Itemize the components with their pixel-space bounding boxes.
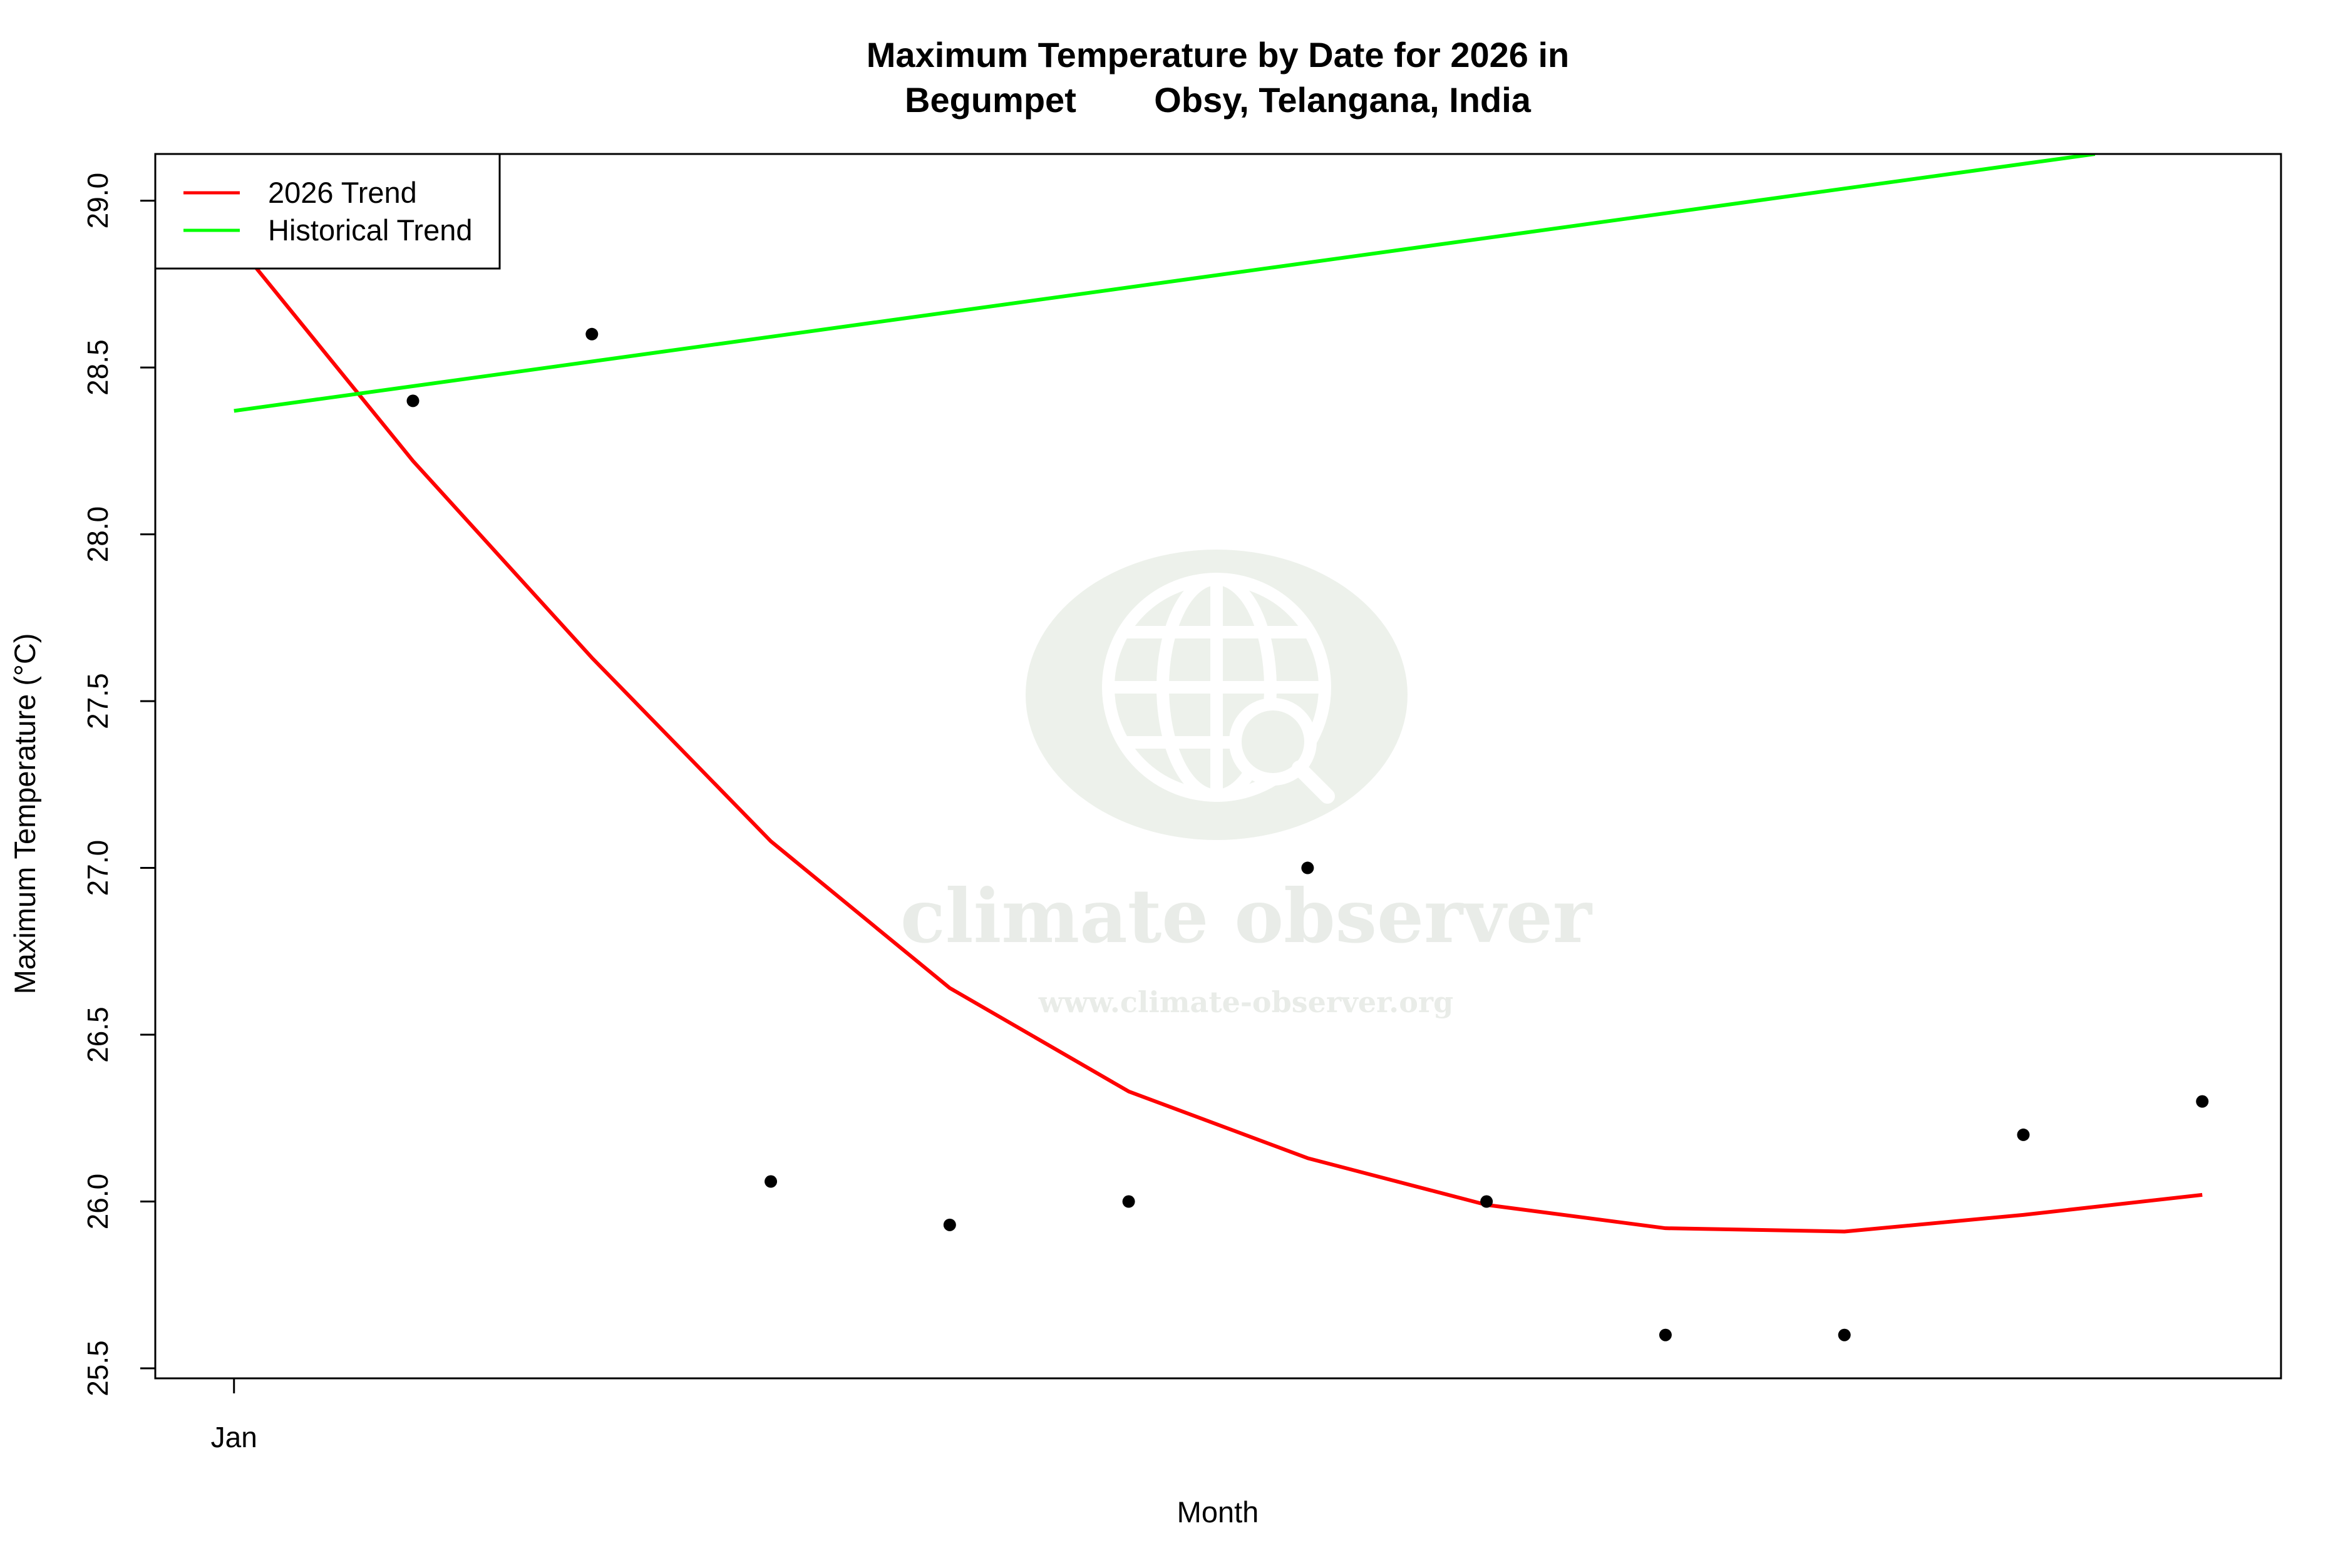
chart-title-line-2: Begumpet Obsy, Telangana, India	[905, 80, 1532, 120]
data-point	[1301, 861, 1314, 874]
watermark-name: climate observer	[900, 873, 1593, 960]
y-tick-label: 27.5	[81, 673, 114, 729]
data-point	[1480, 1195, 1493, 1208]
globe-search-icon	[1026, 550, 1408, 840]
data-point	[585, 327, 599, 341]
chart-title-line-1: Maximum Temperature by Date for 2026 in	[867, 35, 1569, 74]
watermark-url: www.climate-observer.org	[1038, 985, 1454, 1019]
legend-label-2026-trend: 2026 Trend	[268, 176, 417, 209]
data-point	[943, 1218, 956, 1231]
data-points	[406, 327, 2209, 1341]
y-tick-label: 25.5	[81, 1340, 114, 1396]
y-tick-label: 29.0	[81, 173, 114, 229]
data-point	[1122, 1195, 1135, 1208]
plot-frame	[154, 153, 2282, 1380]
data-point	[406, 394, 420, 407]
legend: 2026 Trend Historical Trend	[154, 153, 501, 270]
y-tick-label: 27.0	[81, 840, 114, 896]
y-tick-label: 26.0	[81, 1174, 114, 1230]
watermark: climate observer www.climate-observer.or…	[900, 550, 1593, 1019]
data-point	[2196, 1095, 2209, 1108]
x-axis-label: Month	[1177, 1495, 1259, 1529]
data-point	[1838, 1328, 1851, 1341]
y-tick-label: 26.5	[81, 1007, 114, 1063]
axes: 25.5 26.0 26.5 27.0 27.5 28.0 28.5 29.0 Jan	[81, 173, 257, 1453]
series-lines	[232, 154, 2203, 1234]
series-line-historical-trend	[234, 154, 2096, 413]
data-point	[1659, 1328, 1672, 1341]
series-line-2026-trend	[232, 239, 2203, 1234]
legend-label-historical-trend: Historical Trend	[268, 213, 473, 247]
legend-box	[154, 153, 501, 270]
y-tick-label: 28.5	[81, 339, 114, 396]
x-tick-label: Jan	[211, 1421, 257, 1453]
y-axis-label: Maximum Temperature (°C)	[8, 633, 41, 995]
data-point	[765, 1175, 778, 1188]
data-point	[2017, 1128, 2030, 1141]
y-tick-label: 28.0	[81, 506, 114, 563]
